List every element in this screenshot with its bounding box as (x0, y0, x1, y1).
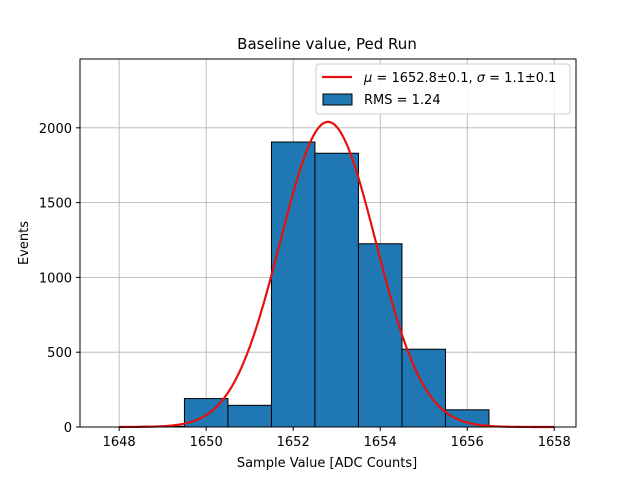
histogram-bar (270, 141, 316, 428)
histogram-bar (314, 152, 359, 428)
x-tick-label: 1654 (364, 435, 397, 450)
x-tick-label: 1658 (538, 435, 571, 450)
plot-frame (79, 58, 577, 428)
x-axis-ticks: 1648 1650 1652 1654 1656 1658 (103, 427, 571, 450)
x-tick-label: 1656 (451, 435, 484, 450)
legend-mu-value: = 1652.8±0.1, (372, 71, 476, 86)
chart-title: Baseline value, Ped Run (237, 35, 417, 53)
legend-histogram-label: RMS = 1.24 (364, 93, 441, 108)
legend-fit-label: μ = 1652.8±0.1, σ = 1.1±0.1 (363, 71, 556, 86)
x-axis-label: Sample Value [ADC Counts] (237, 456, 417, 471)
y-tick-label: 1000 (39, 271, 72, 286)
x-tick-label: 1648 (103, 435, 136, 450)
y-axis-ticks: 0 500 1000 1500 2000 (39, 122, 80, 436)
histogram-bar (227, 404, 272, 428)
legend-sigma-symbol: σ (477, 71, 486, 86)
y-tick-label: 0 (64, 421, 72, 436)
y-axis-label: Events (17, 221, 32, 265)
histogram-bar (357, 243, 403, 428)
legend-histogram-swatch (322, 93, 353, 106)
gaussian-fit-curve (119, 120, 555, 429)
legend-sigma-value: = 1.1±0.1 (485, 71, 556, 86)
y-tick-label: 2000 (39, 122, 72, 137)
y-tick-label: 1500 (39, 197, 72, 212)
legend-mu-symbol: μ (363, 71, 372, 86)
x-tick-label: 1652 (277, 435, 310, 450)
histogram-bar (401, 348, 446, 428)
legend: μ = 1652.8±0.1, σ = 1.1±0.1 RMS = 1.24 (315, 63, 571, 115)
legend-box (315, 63, 571, 115)
y-tick-label: 500 (47, 346, 72, 361)
x-tick-label: 1650 (190, 435, 223, 450)
